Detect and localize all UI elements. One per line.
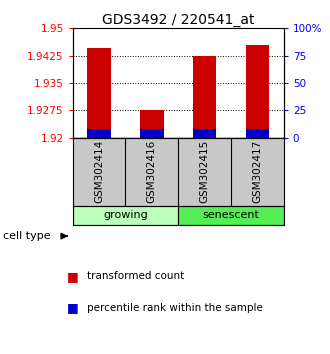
Bar [193,129,216,138]
Bar [178,206,284,225]
Text: senescent: senescent [203,210,259,221]
Text: GSM302417: GSM302417 [252,140,262,204]
Bar [193,56,216,138]
Bar [87,48,111,138]
Text: GSM302415: GSM302415 [200,140,210,204]
Text: ■: ■ [67,302,79,314]
Text: GSM302414: GSM302414 [94,140,104,204]
Bar [140,110,164,138]
Bar [246,45,269,138]
Bar [246,129,269,138]
Bar [73,206,178,225]
Text: ■: ■ [67,270,79,282]
Text: growing: growing [103,210,148,221]
Bar [140,129,164,138]
Bar [87,129,111,138]
Title: GDS3492 / 220541_at: GDS3492 / 220541_at [102,13,254,27]
Text: cell type: cell type [3,231,51,241]
Text: GSM302416: GSM302416 [147,140,157,204]
Text: transformed count: transformed count [87,271,185,281]
Text: percentile rank within the sample: percentile rank within the sample [87,303,263,313]
